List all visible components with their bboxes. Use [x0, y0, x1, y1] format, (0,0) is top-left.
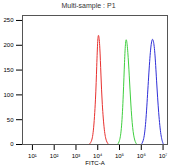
svg-text:10³: 10³ — [72, 153, 81, 159]
svg-text:10¹: 10¹ — [28, 153, 37, 159]
svg-text:10⁷: 10⁷ — [159, 153, 168, 159]
svg-text:250: 250 — [3, 17, 14, 23]
svg-text:10⁶: 10⁶ — [137, 153, 147, 159]
svg-text:10²: 10² — [50, 153, 59, 159]
svg-text:150: 150 — [3, 67, 14, 73]
svg-text:FITC-A: FITC-A — [85, 160, 104, 166]
svg-text:200: 200 — [3, 42, 14, 48]
svg-text:10⁴: 10⁴ — [93, 153, 103, 159]
svg-text:10⁵: 10⁵ — [115, 153, 125, 159]
svg-text:0: 0 — [10, 141, 14, 147]
svg-text:100: 100 — [3, 92, 14, 98]
html-text:Multi-sample : P1: Multi-sample : P1 — [61, 2, 116, 9]
svg-text:50: 50 — [7, 117, 14, 123]
